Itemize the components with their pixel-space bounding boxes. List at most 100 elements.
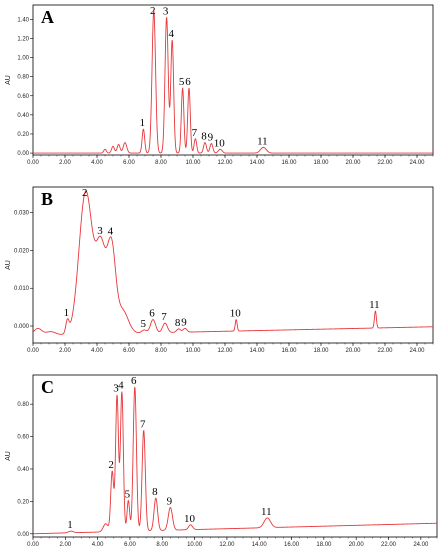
plot-frame: [32, 4, 434, 156]
y-tick-label: 0.80: [17, 402, 29, 408]
peak-label: 4: [118, 380, 124, 392]
x-tick-label: 6.00: [124, 542, 136, 548]
y-axis-label: AU: [5, 260, 12, 270]
panel-letter: B: [41, 189, 53, 209]
x-tick-label: 18.00: [313, 348, 329, 354]
x-tick-label: 16.00: [284, 542, 300, 548]
y-tick-label: 1.00: [17, 56, 29, 62]
peak-label: 6: [185, 76, 191, 88]
x-tick-label: 22.00: [377, 160, 393, 166]
x-tick-label: 6.00: [123, 348, 135, 354]
peak-label: 9: [181, 316, 187, 328]
y-tick-label: 0.20: [17, 132, 29, 138]
y-tick-label: 0.80: [17, 75, 29, 81]
x-tick-label: 8.00: [155, 348, 167, 354]
x-tick-label: 10.00: [185, 348, 201, 354]
x-tick-label: 18.00: [316, 542, 332, 548]
x-tick-label: 0.00: [27, 348, 39, 354]
x-tick-label: 0.00: [27, 542, 39, 548]
y-tick-label: 0.40: [17, 113, 29, 119]
y-axis-label: AU: [5, 75, 12, 85]
chromatogram-trace: [33, 10, 433, 154]
x-tick-label: 4.00: [92, 542, 104, 548]
peak-label: 6: [131, 375, 137, 387]
peak-label: 11: [257, 135, 268, 147]
chromatogram-trace: [32, 386, 438, 535]
x-tick-label: 14.00: [249, 348, 265, 354]
peak-label: 7: [161, 311, 167, 323]
x-tick-label: 16.00: [281, 348, 297, 354]
x-tick-label: 20.00: [349, 542, 365, 548]
peak-label: 5: [140, 318, 146, 330]
peak-label: 7: [140, 418, 146, 430]
x-tick-label: 2.00: [59, 348, 71, 354]
x-tick-label: 2.00: [59, 160, 71, 166]
panel-letter: A: [41, 7, 54, 27]
y-tick-label: 1.40: [17, 17, 29, 23]
x-tick-label: 10.00: [187, 542, 203, 548]
peak-label: 7: [192, 127, 198, 139]
y-tick-label: 0.000: [14, 324, 30, 330]
peak-label: 10: [230, 308, 242, 320]
x-tick-label: 24.00: [413, 542, 429, 548]
x-tick-label: 22.00: [381, 542, 397, 548]
peak-label: 10: [184, 513, 196, 525]
y-tick-label: 0.020: [14, 248, 30, 254]
y-tick-label: 0.60: [17, 94, 29, 100]
y-tick-label: 0.00: [17, 151, 29, 157]
peak-label: 5: [179, 76, 185, 88]
peak-label: 4: [168, 28, 174, 40]
x-tick-label: 18.00: [313, 160, 329, 166]
x-tick-label: 20.00: [345, 160, 361, 166]
x-tick-label: 22.00: [377, 348, 393, 354]
x-tick-label: 4.00: [91, 160, 103, 166]
peak-label: 1: [140, 117, 146, 129]
peak-label: 2: [150, 5, 156, 17]
x-tick-label: 10.00: [185, 160, 201, 166]
x-tick-label: 24.00: [409, 348, 425, 354]
y-tick-label: 0.20: [17, 499, 29, 505]
peak-label: 9: [208, 132, 214, 144]
plot-frame: [32, 374, 438, 538]
peak-label: 6: [149, 308, 155, 320]
x-tick-label: 6.00: [123, 160, 135, 166]
peak-label: 5: [125, 488, 131, 500]
y-tick-label: 0.60: [17, 435, 29, 441]
peak-label: 2: [82, 187, 88, 199]
peak-label: 4: [108, 226, 114, 238]
x-tick-label: 14.00: [249, 160, 265, 166]
x-tick-label: 14.00: [252, 542, 268, 548]
y-tick-label: 0.40: [17, 467, 29, 473]
peak-label: 11: [369, 299, 380, 311]
peak-label: 3: [97, 225, 103, 237]
peak-label: 9: [167, 495, 173, 507]
peak-label: 3: [113, 383, 119, 395]
x-tick-label: 8.00: [156, 542, 168, 548]
peak-label: 8: [152, 486, 158, 498]
peak-label: 10: [214, 137, 226, 149]
x-tick-label: 12.00: [217, 160, 233, 166]
panel-letter: C: [41, 377, 54, 397]
x-tick-label: 20.00: [345, 348, 361, 354]
peak-label: 1: [67, 519, 73, 531]
x-tick-label: 4.00: [91, 348, 103, 354]
chromatogram-trace: [32, 190, 433, 335]
x-tick-label: 24.00: [409, 160, 425, 166]
x-tick-label: 2.00: [59, 542, 71, 548]
peak-label: 2: [108, 459, 114, 471]
chart-panel-c: 0.00 2.00 4.00 6.00 8.00 10.00 12.00 14.00 16.00…: [5, 374, 438, 548]
y-tick-label: 1.20: [17, 36, 29, 42]
chart-panel-a: 0.00 2.00 4.00 6.00 8.00 10.00 12.00 14.00 16.00…: [5, 4, 434, 166]
x-tick-label: 0.00: [27, 160, 39, 166]
peak-label: 3: [163, 5, 169, 17]
x-tick-label: 8.00: [155, 160, 167, 166]
y-axis-label: AU: [5, 451, 12, 461]
y-tick-label: 0.010: [14, 286, 30, 292]
x-tick-label: 12.00: [217, 348, 233, 354]
peak-label: 11: [261, 506, 272, 518]
x-tick-label: 12.00: [219, 542, 235, 548]
peak-label: 8: [175, 317, 181, 329]
peak-label: 1: [64, 307, 70, 319]
x-tick-label: 16.00: [281, 160, 297, 166]
